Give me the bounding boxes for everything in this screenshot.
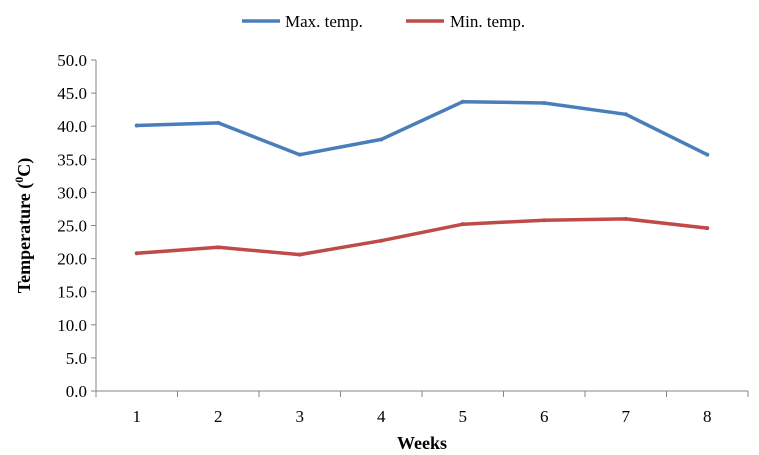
y-tick-label: 0.0 [66, 382, 87, 401]
data-point [460, 222, 465, 227]
data-point [623, 112, 628, 117]
data-point [134, 123, 139, 128]
data-point [623, 216, 628, 221]
data-point [542, 101, 547, 106]
x-tick-label: 8 [703, 407, 712, 426]
x-axis: 1 2 3 4 5 6 7 8 [95, 390, 749, 426]
y-tick-label: 40.0 [57, 117, 87, 136]
y-axis: 0.0 5.0 10.0 15.0 20.0 25.0 30.0 35.0 40.0 45.0 50… [57, 51, 97, 401]
x-tick-label: 5 [459, 407, 468, 426]
y-tick-label: 15.0 [57, 283, 87, 302]
x-tick-label: 6 [540, 407, 549, 426]
data-point [216, 120, 221, 125]
data-point [297, 252, 302, 257]
data-point [379, 137, 384, 142]
y-tick-label: 25.0 [57, 217, 87, 236]
y-tick-label: 35.0 [57, 150, 87, 169]
x-tick-label: 1 [133, 407, 142, 426]
x-tick-label: 4 [377, 407, 386, 426]
data-point [216, 245, 221, 250]
y-tick-label: 5.0 [66, 349, 87, 368]
y-tick-label: 10.0 [57, 316, 87, 335]
legend-label: Max. temp. [285, 12, 363, 31]
data-point [705, 152, 710, 157]
y-tick-label: 20.0 [57, 250, 87, 269]
data-point [542, 218, 547, 223]
data-point [460, 99, 465, 104]
legend-label: Min. temp. [450, 12, 525, 31]
series-line-min-temp [135, 217, 710, 257]
y-tick-label: 50.0 [57, 51, 87, 70]
x-tick-label: 7 [622, 407, 631, 426]
plot-area [134, 99, 710, 257]
series-line-max-temp [135, 99, 710, 157]
data-point [297, 152, 302, 157]
data-point [379, 238, 384, 243]
x-axis-title: Weeks [397, 433, 447, 453]
y-tick-label: 45.0 [57, 84, 87, 103]
x-tick-label: 2 [214, 407, 223, 426]
data-point [134, 251, 139, 256]
y-tick-label: 30.0 [57, 183, 87, 202]
x-tick-label: 3 [296, 407, 305, 426]
legend: Max. temp. Min. temp. [242, 12, 525, 31]
data-point [705, 226, 710, 231]
y-axis-title: Temperature (0C) [12, 158, 35, 293]
